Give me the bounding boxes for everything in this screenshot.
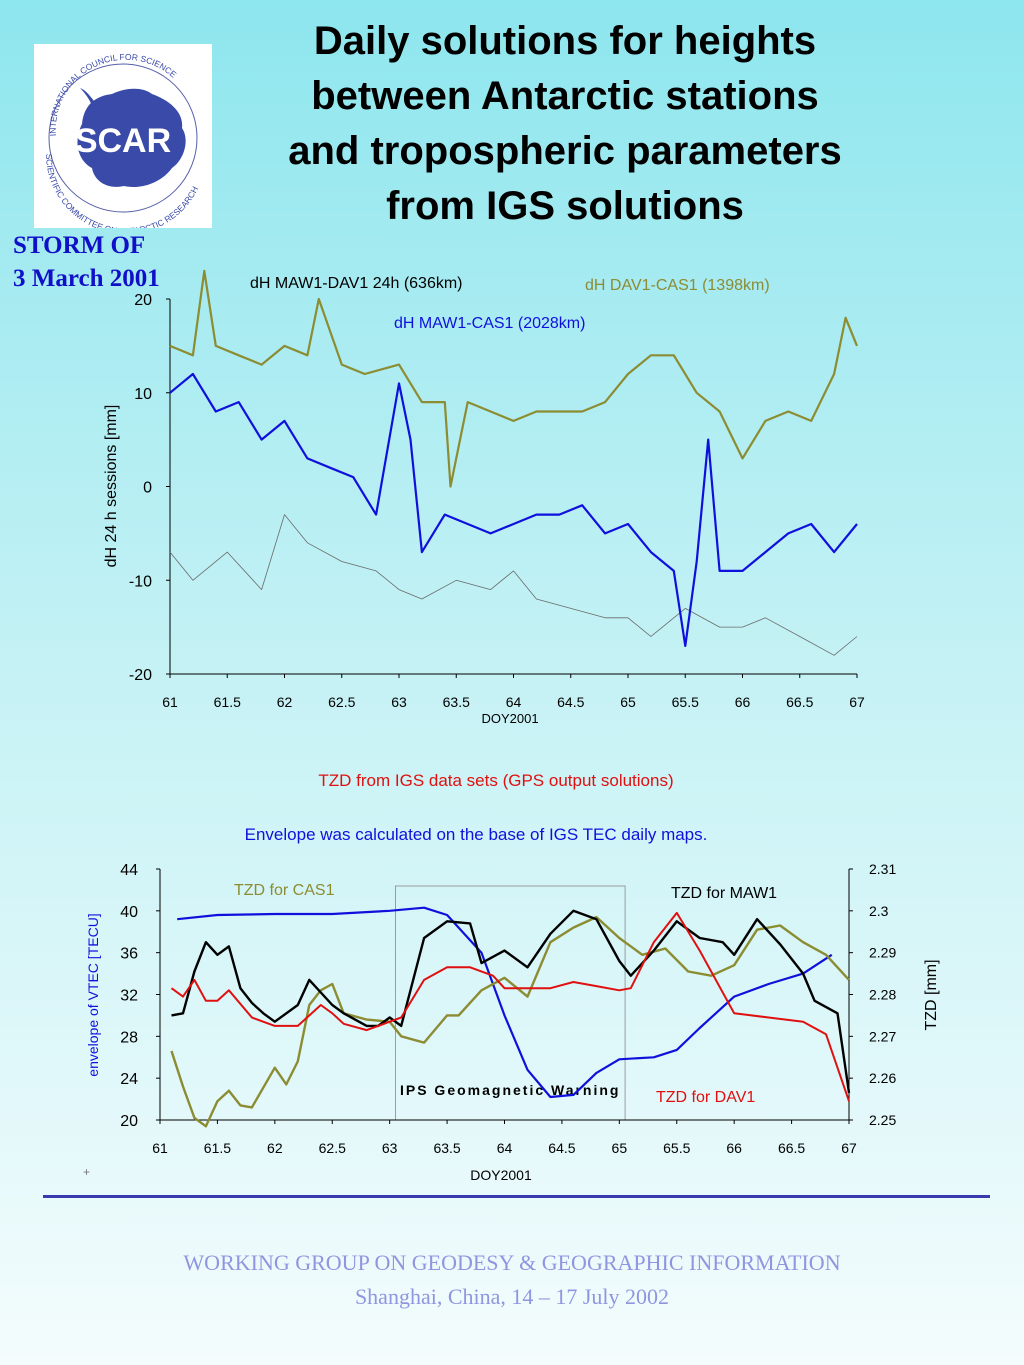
scar-logo-icon: SCAR INTERNATIONAL COUNCIL FOR SCIENCE S… (34, 44, 212, 236)
top-y-tick-label: 20 (134, 292, 152, 309)
footer-divider (43, 1195, 990, 1198)
storm-line: STORM OF (13, 232, 146, 259)
footer-line-1: WORKING GROUP ON GEODESY & GEOGRAPHIC IN… (183, 1250, 841, 1275)
series-line-tzd-maw (171, 909, 851, 1093)
bottom-x-tick-label: 62 (267, 1140, 283, 1156)
top-y-tick-label: 0 (143, 480, 152, 497)
bottom-y-tick-label-right: 2.25 (869, 1112, 896, 1128)
top-x-tick-label: 61.5 (214, 694, 241, 710)
series-line-envelope (177, 906, 833, 1099)
top-x-tick-label: 65 (620, 694, 636, 710)
top-chart-xlabel: DOY2001 (481, 711, 538, 726)
bottom-y-tick-label-right: 2.3 (869, 903, 889, 919)
bottom-y-tick-label: 24 (120, 1071, 138, 1088)
legend-maw-dav: dH MAW1-DAV1 24h (636km) (250, 275, 463, 292)
top-chart-ylabel: dH 24 h sessions [mm] (103, 405, 120, 568)
title-line: and tropospheric parameters (288, 129, 842, 173)
charts-canvas: dH 24 h sessions [mm] DOY2001 dH MAW1-DA… (83, 269, 940, 1183)
bottom-chart-ylabel-right: TZD [mm] (923, 959, 940, 1030)
series-line-maw-dav (169, 514, 858, 656)
top-x-tick-label: 62.5 (328, 694, 355, 710)
tzd-caption: TZD from IGS data sets (GPS output solut… (318, 771, 673, 790)
storm-line: 3 March 2001 (13, 265, 160, 292)
top-x-tick-label: 64.5 (557, 694, 584, 710)
bottom-chart-ylabel: envelope of VTEC [TECU] (85, 913, 101, 1076)
top-x-tick-label: 63.5 (443, 694, 470, 710)
bottom-x-tick-label: 67 (841, 1140, 857, 1156)
bottom-y-tick-label: 32 (120, 988, 138, 1005)
bottom-chart: envelope of VTEC [TECU] TZD [mm] DOY2001… (83, 861, 940, 1183)
title-line: Daily solutions for heights (313, 19, 817, 63)
top-y-tick-label: 10 (134, 386, 152, 403)
envelope-caption: Envelope was calculated on the base of I… (245, 825, 708, 844)
bottom-y-tick-label: 36 (120, 946, 138, 963)
top-y-tick-label: -10 (129, 573, 152, 590)
page-title: Daily solutions for heights between Anta… (240, 14, 890, 234)
top-x-tick-label: 64 (506, 694, 522, 710)
top-x-tick-label: 63 (391, 694, 407, 710)
plus-mark: + (83, 1165, 90, 1179)
label-tzd-maw: TZD for MAW1 (671, 885, 777, 902)
top-x-tick-label: 65.5 (672, 694, 699, 710)
series-line-tzd-cas (170, 915, 850, 1128)
top-chart: dH 24 h sessions [mm] DOY2001 dH MAW1-DA… (103, 269, 865, 726)
top-x-tick-label: 67 (849, 694, 865, 710)
top-x-tick-label: 62 (277, 694, 293, 710)
bottom-x-tick-label: 65 (612, 1140, 628, 1156)
bottom-x-tick-label: 61 (152, 1140, 168, 1156)
bottom-x-tick-label: 66 (726, 1140, 742, 1156)
bottom-x-tick-label: 65.5 (663, 1140, 690, 1156)
storm-label: STORM OF 3 March 2001 (13, 229, 160, 295)
bottom-y-tick-label: 20 (120, 1113, 138, 1130)
bottom-x-tick-label: 62.5 (319, 1140, 346, 1156)
bottom-x-tick-label: 63.5 (433, 1140, 460, 1156)
label-tzd-dav: TZD for DAV1 (656, 1089, 755, 1106)
bottom-y-tick-label: 40 (120, 904, 138, 921)
title-line: between Antarctic stations (311, 74, 819, 118)
label-tzd-cas: TZD for CAS1 (234, 882, 335, 899)
legend-maw-cas: dH MAW1-CAS1 (2028km) (394, 315, 585, 332)
bottom-x-tick-label: 63 (382, 1140, 398, 1156)
bottom-x-tick-label: 64.5 (548, 1140, 575, 1156)
bottom-y-tick-label-right: 2.27 (869, 1028, 896, 1044)
bottom-y-tick-label-right: 2.26 (869, 1070, 896, 1086)
bottom-y-tick-label-right: 2.31 (869, 861, 896, 877)
logo-center-text: SCAR (75, 122, 171, 160)
bottom-y-tick-label-right: 2.28 (869, 987, 896, 1003)
bottom-y-tick-label-right: 2.29 (869, 945, 896, 961)
bottom-x-tick-label: 66.5 (778, 1140, 805, 1156)
bottom-y-tick-label: 28 (120, 1029, 138, 1046)
warning-label: IPS Geomagnetic Warning (400, 1082, 621, 1098)
bottom-x-tick-label: 64 (497, 1140, 513, 1156)
bottom-chart-xlabel: DOY2001 (470, 1167, 532, 1183)
top-y-tick-label: -20 (129, 667, 152, 684)
bottom-x-tick-label: 61.5 (204, 1140, 231, 1156)
bottom-y-tick-label: 44 (120, 862, 138, 879)
series-line-tzd-dav (170, 911, 850, 1102)
top-x-tick-label: 61 (162, 694, 178, 710)
top-x-tick-label: 66.5 (786, 694, 813, 710)
title-line: from IGS solutions (386, 184, 744, 228)
legend-dav-cas: dH DAV1-CAS1 (1398km) (585, 277, 770, 294)
footer-line-2: Shanghai, China, 14 – 17 July 2002 (354, 1284, 670, 1309)
series-line-dav-cas (169, 269, 859, 488)
top-x-tick-label: 66 (735, 694, 751, 710)
series-line-maw-cas (169, 372, 858, 647)
